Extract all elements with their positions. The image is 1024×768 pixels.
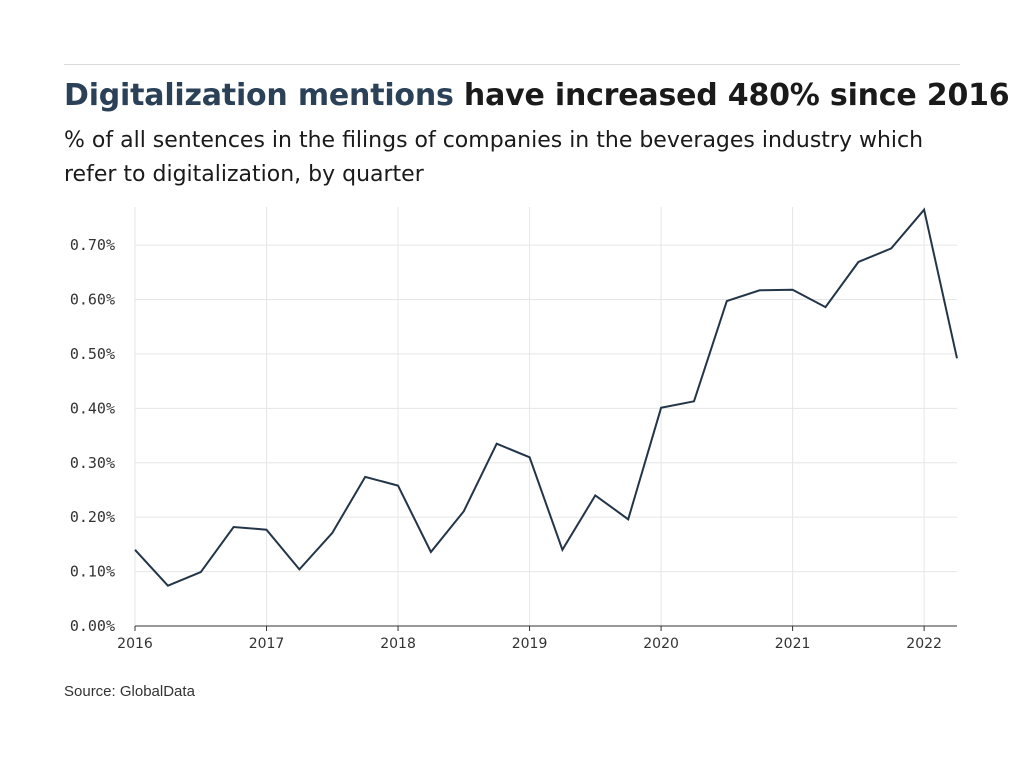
x-tick-label: 2016 — [117, 636, 153, 652]
series-group — [134, 207, 958, 587]
x-tick-label: 2021 — [775, 636, 811, 652]
x-tick-label: 2019 — [512, 636, 548, 652]
y-tick-label: 0.50% — [70, 345, 115, 363]
chart-title-rest: have increased 480% since 2016 — [463, 78, 1010, 113]
y-gridlines — [135, 244, 957, 573]
chart-subtitle: % of all sentences in the filings of com… — [64, 128, 924, 187]
x-tick-label: 2018 — [380, 636, 416, 652]
source-note: Source: GlobalData — [64, 683, 195, 700]
x-tick-label: 2017 — [249, 636, 285, 652]
chart-title-highlight: Digitalization mentions — [64, 78, 454, 113]
y-tick-label: 0.00% — [70, 617, 115, 635]
x-gridlines — [134, 207, 925, 626]
y-tick-label: 0.30% — [70, 454, 115, 472]
y-tick-label: 0.20% — [70, 508, 115, 526]
y-tick-label: 0.70% — [70, 236, 115, 254]
x-tick-label: 2020 — [643, 636, 679, 652]
y-tick-label: 0.10% — [70, 563, 115, 581]
y-tick-label: 0.60% — [70, 291, 115, 309]
x-tick-labels: 2016 2017 2018 2019 2020 2021 2022 — [117, 636, 942, 652]
y-tick-label: 0.40% — [70, 399, 115, 417]
top-rule — [64, 64, 960, 65]
chart-title: Digitalization mentions have increased 4… — [64, 78, 1010, 113]
x-axis — [134, 625, 957, 631]
y-tick-labels: 0.00% 0.10% 0.20% 0.30% 0.40% 0.50% 0.60% 0.70% — [70, 236, 115, 635]
series-line — [134, 207, 958, 587]
x-tick-label: 2022 — [906, 636, 942, 652]
